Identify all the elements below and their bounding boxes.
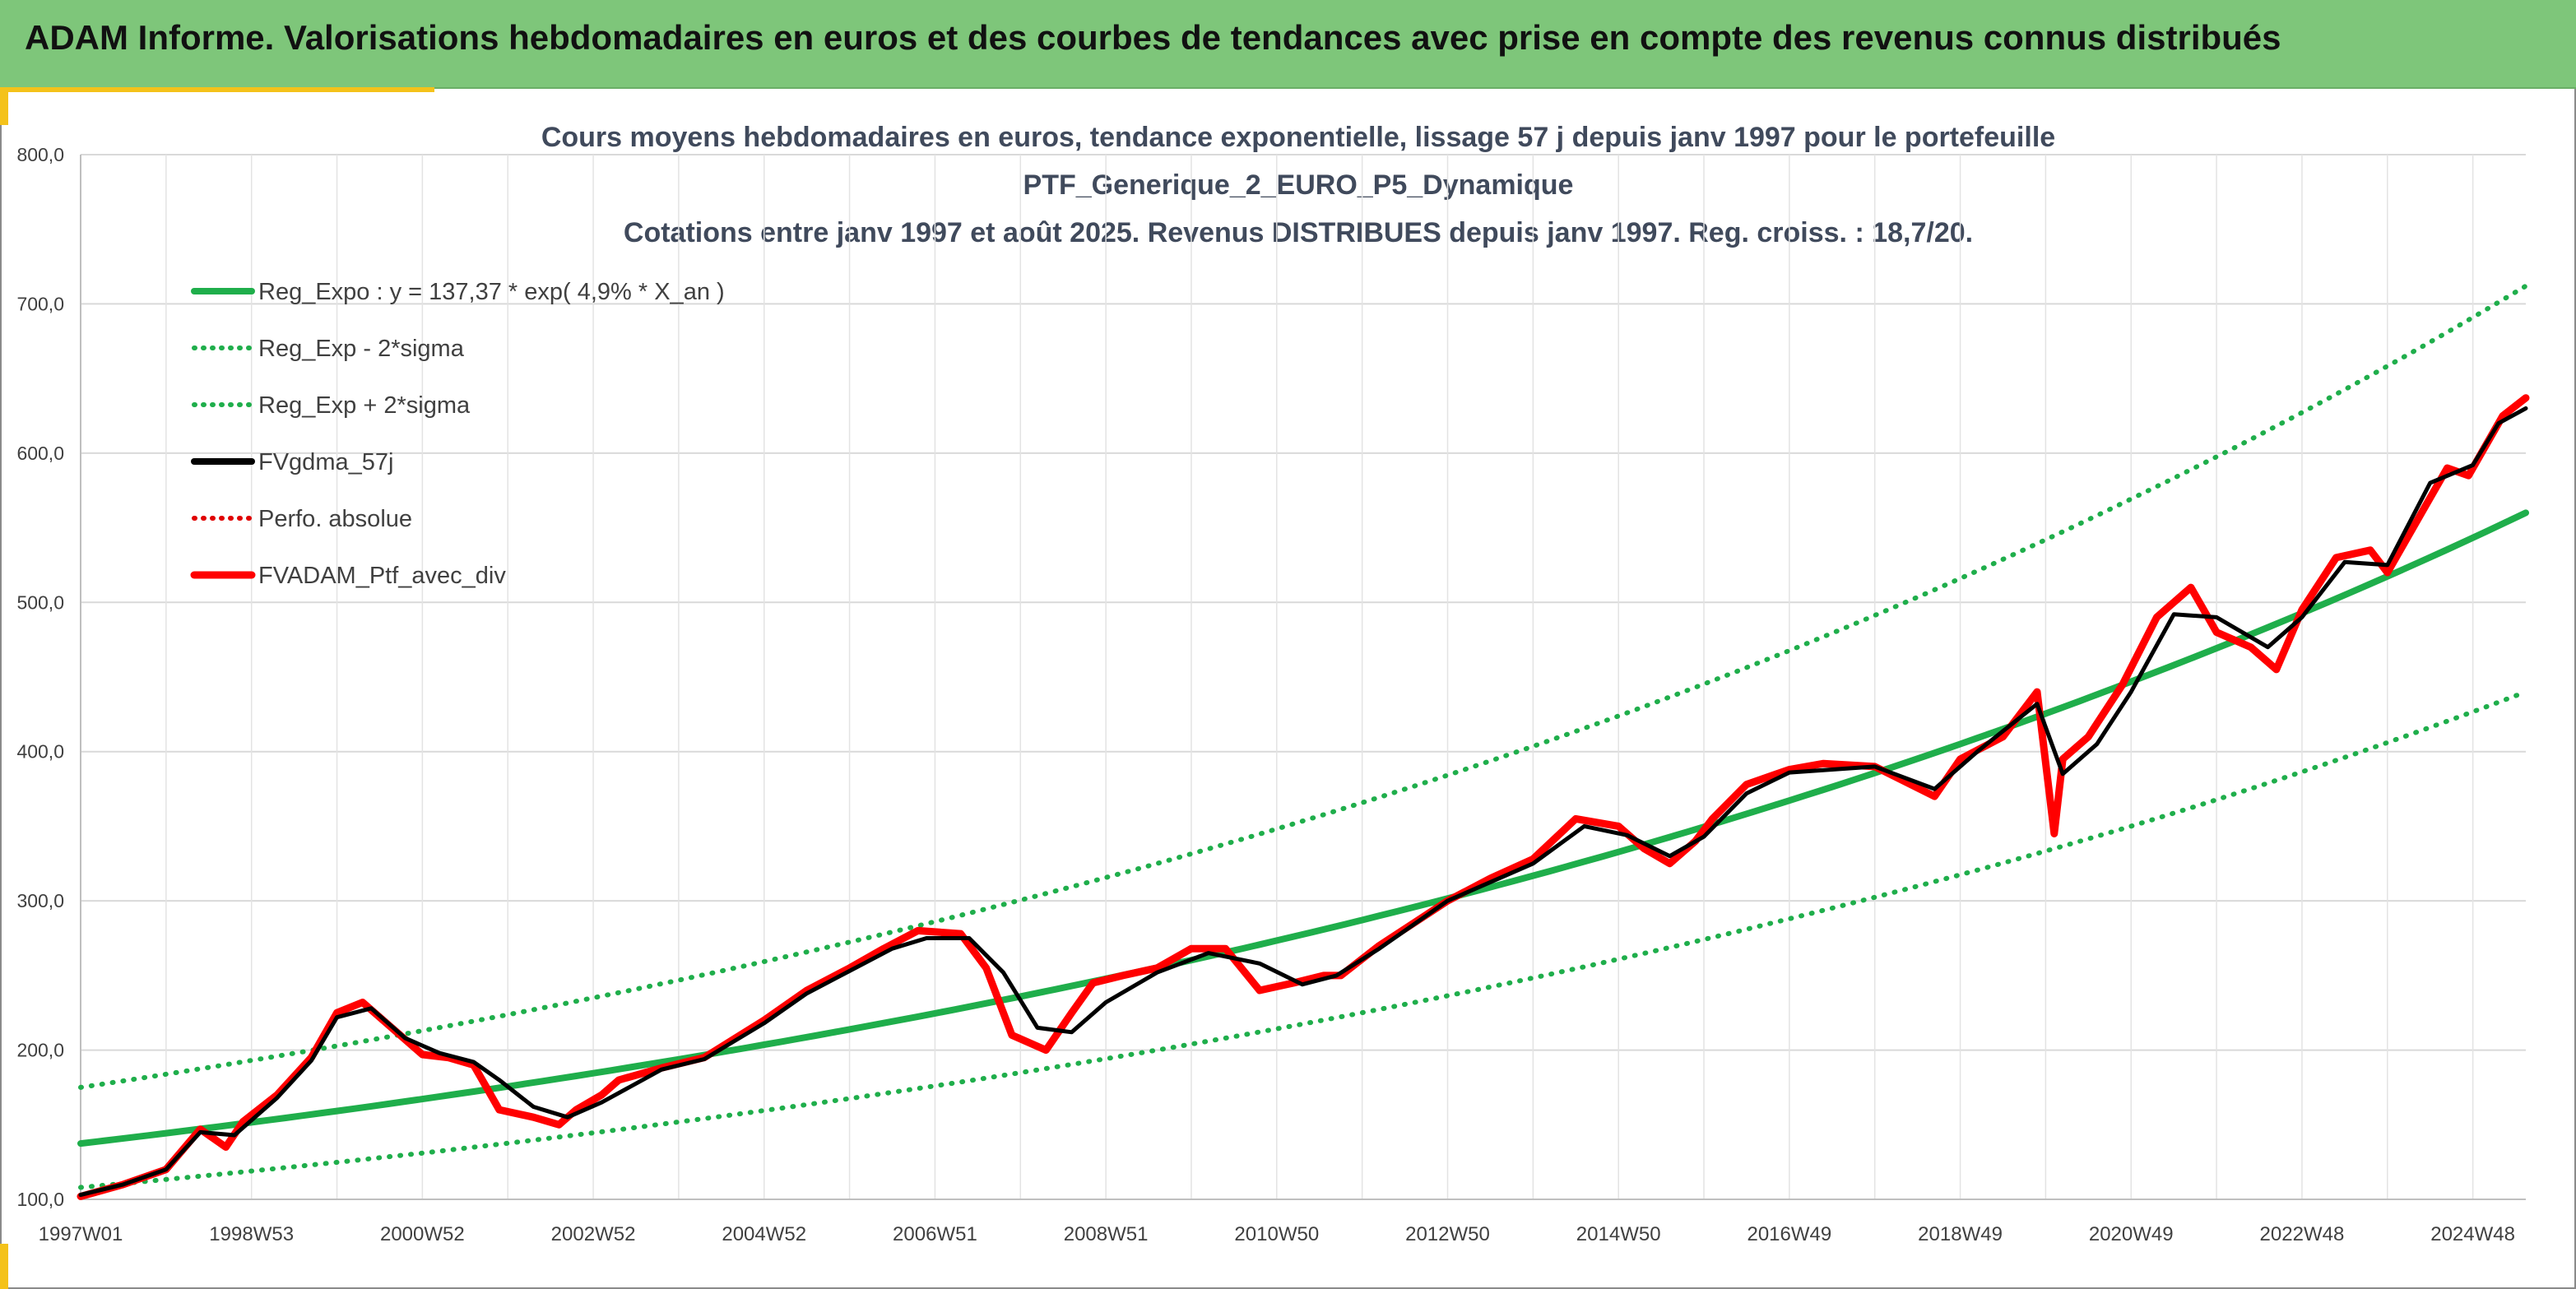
- y-axis-ticks: 100,0 200,0 300,0 400,0 500,0 600,0 700,0 800,0: [16, 144, 64, 1210]
- legend-label-reg_minus: Reg_Exp - 2*sigma: [258, 336, 465, 362]
- page-title: ADAM Informe. Valorisations hebdomadaire…: [25, 18, 2281, 57]
- series-line-reg_plus: [78, 283, 2528, 1090]
- x-tick-label: 2012W50: [1405, 1223, 1490, 1245]
- x-tick-label: 2022W48: [2260, 1223, 2345, 1245]
- x-tick-label: 2018W49: [1918, 1223, 2003, 1245]
- legend-label-reg_expo: Reg_Expo : y = 137,37 * exp( 4,9% * X_an…: [258, 279, 725, 305]
- y-tick-label: 800,0: [16, 144, 64, 165]
- y-tick-label: 200,0: [16, 1040, 64, 1061]
- series-lines: [77, 283, 2530, 1200]
- header-banner: ADAM Informe. Valorisations hebdomadaire…: [0, 0, 2576, 89]
- x-tick-label: 2002W52: [551, 1223, 636, 1245]
- chart-title-line-3: Cotations entre janv 1997 et août 2025. …: [624, 217, 1973, 248]
- y-tick-label: 700,0: [16, 293, 64, 314]
- chart-title-line-1: Cours moyens hebdomadaires en euros, ten…: [541, 122, 2055, 153]
- x-tick-label: 1997W01: [39, 1223, 123, 1245]
- legend: Reg_Expo : y = 137,37 * exp( 4,9% * X_an…: [190, 279, 725, 589]
- series-line-reg_minus: [78, 689, 2528, 1190]
- accent-bar-top: [0, 87, 434, 92]
- chart-title: Cours moyens hebdomadaires en euros, ten…: [541, 122, 2055, 248]
- x-tick-label: 2014W50: [1576, 1223, 1661, 1245]
- y-tick-label: 600,0: [16, 443, 64, 464]
- x-tick-label: 1998W53: [209, 1223, 294, 1245]
- series-line-fvgdma: [78, 406, 2528, 1198]
- gridlines: [80, 154, 2526, 1200]
- x-tick-label: 2020W49: [2089, 1223, 2174, 1245]
- x-tick-label: 2004W52: [722, 1223, 806, 1245]
- x-tick-label: 2010W50: [1234, 1223, 1319, 1245]
- accent-bar-left: [0, 87, 8, 125]
- x-tick-label: 2016W49: [1747, 1223, 1831, 1245]
- x-tick-label: 2024W48: [2430, 1223, 2515, 1245]
- y-tick-label: 300,0: [16, 890, 64, 911]
- x-tick-label: 2006W51: [893, 1223, 977, 1245]
- legend-label-fvadam: FVADAM_Ptf_avec_div: [258, 563, 506, 589]
- series-line-reg_expo: [77, 509, 2529, 1148]
- y-tick-label: 100,0: [16, 1189, 64, 1210]
- legend-label-reg_plus: Reg_Exp + 2*sigma: [258, 392, 471, 419]
- chart-title-line-2: PTF_Generique_2_EURO_P5_Dynamique: [1023, 169, 1574, 201]
- x-axis-ticks: 1997W01 1998W53 2000W52 2002W52 2004W52 2006W…: [39, 1223, 2515, 1245]
- legend-label-perfo: Perfo. absolue: [258, 506, 412, 532]
- legend-label-fvgdma: FVgdma_57j: [258, 449, 393, 475]
- y-tick-label: 400,0: [16, 741, 64, 763]
- x-tick-label: 2008W51: [1064, 1223, 1149, 1245]
- x-tick-label: 2000W52: [380, 1223, 465, 1245]
- accent-bar-bottom: [0, 1244, 8, 1289]
- series-line-fvadam: [77, 394, 2530, 1200]
- y-tick-label: 500,0: [16, 591, 64, 613]
